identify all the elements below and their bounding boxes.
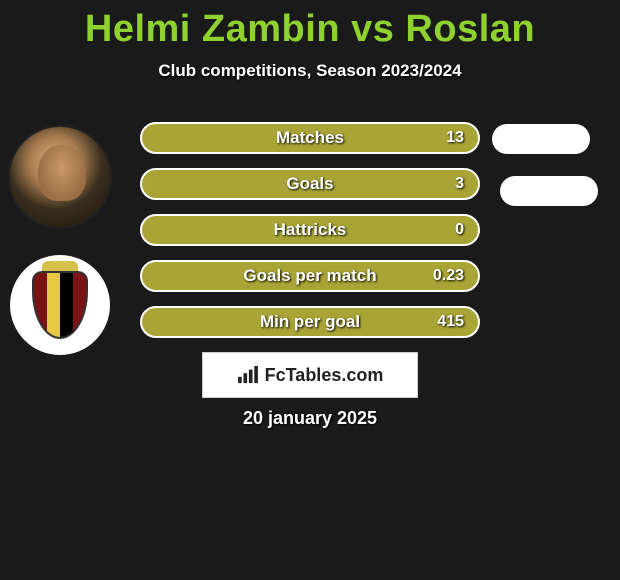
blank-pill [500, 176, 598, 206]
stat-label: Min per goal [142, 312, 478, 332]
stat-label: Hattricks [142, 220, 478, 240]
stat-label: Goals per match [142, 266, 478, 286]
date-text: 20 january 2025 [0, 408, 620, 429]
stat-bar: Matches 13 [140, 122, 480, 154]
brand-box: FcTables.com [202, 352, 418, 398]
stat-label: Goals [142, 174, 478, 194]
crest-shield-icon [32, 271, 88, 339]
subtitle: Club competitions, Season 2023/2024 [0, 61, 620, 81]
stat-bar: Goals 3 [140, 168, 480, 200]
stat-label: Matches [142, 128, 478, 148]
club-crest [10, 255, 110, 355]
barchart-icon [237, 366, 259, 384]
stat-value: 415 [437, 313, 464, 331]
stat-bar: Min per goal 415 [140, 306, 480, 338]
blank-pill [492, 124, 590, 154]
stat-bar: Hattricks 0 [140, 214, 480, 246]
stat-bars: Matches 13 Goals 3 Hattricks 0 Goals per… [140, 122, 480, 352]
stat-value: 3 [455, 175, 464, 193]
stat-value: 0.23 [433, 267, 464, 285]
left-column [8, 125, 118, 355]
stat-value: 13 [446, 129, 464, 147]
stat-bar: Goals per match 0.23 [140, 260, 480, 292]
brand-text: FcTables.com [265, 365, 384, 386]
page-title: Helmi Zambin vs Roslan [0, 0, 620, 51]
player-avatar [8, 125, 112, 229]
stat-value: 0 [455, 221, 464, 239]
